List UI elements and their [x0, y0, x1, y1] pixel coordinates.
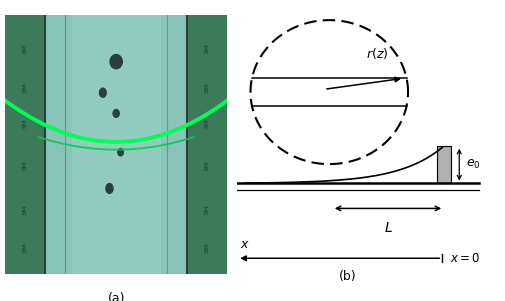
FancyBboxPatch shape	[72, 15, 161, 274]
Ellipse shape	[118, 149, 123, 156]
FancyBboxPatch shape	[5, 15, 227, 274]
FancyBboxPatch shape	[45, 15, 187, 274]
Text: 3M: 3M	[23, 243, 28, 253]
Text: $x = 0$: $x = 0$	[450, 252, 480, 265]
Ellipse shape	[99, 88, 106, 97]
Text: $e_0$: $e_0$	[466, 158, 480, 171]
Text: 3M: 3M	[23, 204, 28, 215]
Text: 3M: 3M	[23, 160, 28, 171]
Text: 3M: 3M	[23, 43, 28, 54]
Ellipse shape	[106, 184, 113, 194]
Text: $x$: $x$	[240, 238, 250, 251]
Text: 3M: 3M	[23, 82, 28, 93]
Text: $r(z)$: $r(z)$	[366, 46, 388, 61]
Text: $L$: $L$	[384, 221, 392, 235]
Text: (b): (b)	[339, 270, 357, 283]
Bar	[437, 146, 451, 184]
Text: 3M: 3M	[205, 204, 210, 215]
Text: (a): (a)	[108, 292, 125, 301]
Ellipse shape	[113, 110, 119, 117]
Text: 3M: 3M	[205, 43, 210, 54]
Text: 3M: 3M	[205, 82, 210, 93]
Text: 3M: 3M	[205, 118, 210, 129]
Ellipse shape	[110, 54, 122, 69]
Text: 3M: 3M	[23, 118, 28, 129]
Text: 3M: 3M	[205, 243, 210, 253]
Text: 3M: 3M	[205, 160, 210, 171]
